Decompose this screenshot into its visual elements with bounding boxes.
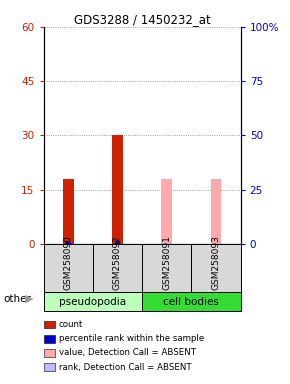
Bar	[142, 244, 191, 292]
Bar	[211, 179, 222, 244]
Bar	[191, 244, 241, 292]
Bar	[63, 179, 74, 244]
Bar	[161, 179, 172, 244]
Bar	[66, 242, 71, 244]
Bar	[115, 241, 120, 244]
Bar	[142, 292, 241, 311]
Text: GSM258093: GSM258093	[211, 235, 221, 290]
Bar	[93, 244, 142, 292]
Text: pseudopodia: pseudopodia	[59, 296, 126, 307]
Bar	[44, 244, 93, 292]
Text: rank, Detection Call = ABSENT: rank, Detection Call = ABSENT	[59, 362, 191, 372]
Text: value, Detection Call = ABSENT: value, Detection Call = ABSENT	[59, 348, 196, 358]
Text: GSM258091: GSM258091	[162, 235, 171, 290]
Text: GSM258090: GSM258090	[64, 235, 73, 290]
Text: GSM258092: GSM258092	[113, 235, 122, 290]
Bar	[112, 136, 123, 244]
Bar	[164, 243, 169, 244]
Text: other: other	[3, 294, 31, 304]
Text: cell bodies: cell bodies	[164, 296, 219, 307]
Bar	[44, 292, 142, 311]
Text: count: count	[59, 320, 83, 329]
Title: GDS3288 / 1450232_at: GDS3288 / 1450232_at	[74, 13, 211, 26]
Bar	[214, 243, 219, 244]
Text: percentile rank within the sample: percentile rank within the sample	[59, 334, 204, 343]
Text: ▶: ▶	[25, 294, 33, 304]
